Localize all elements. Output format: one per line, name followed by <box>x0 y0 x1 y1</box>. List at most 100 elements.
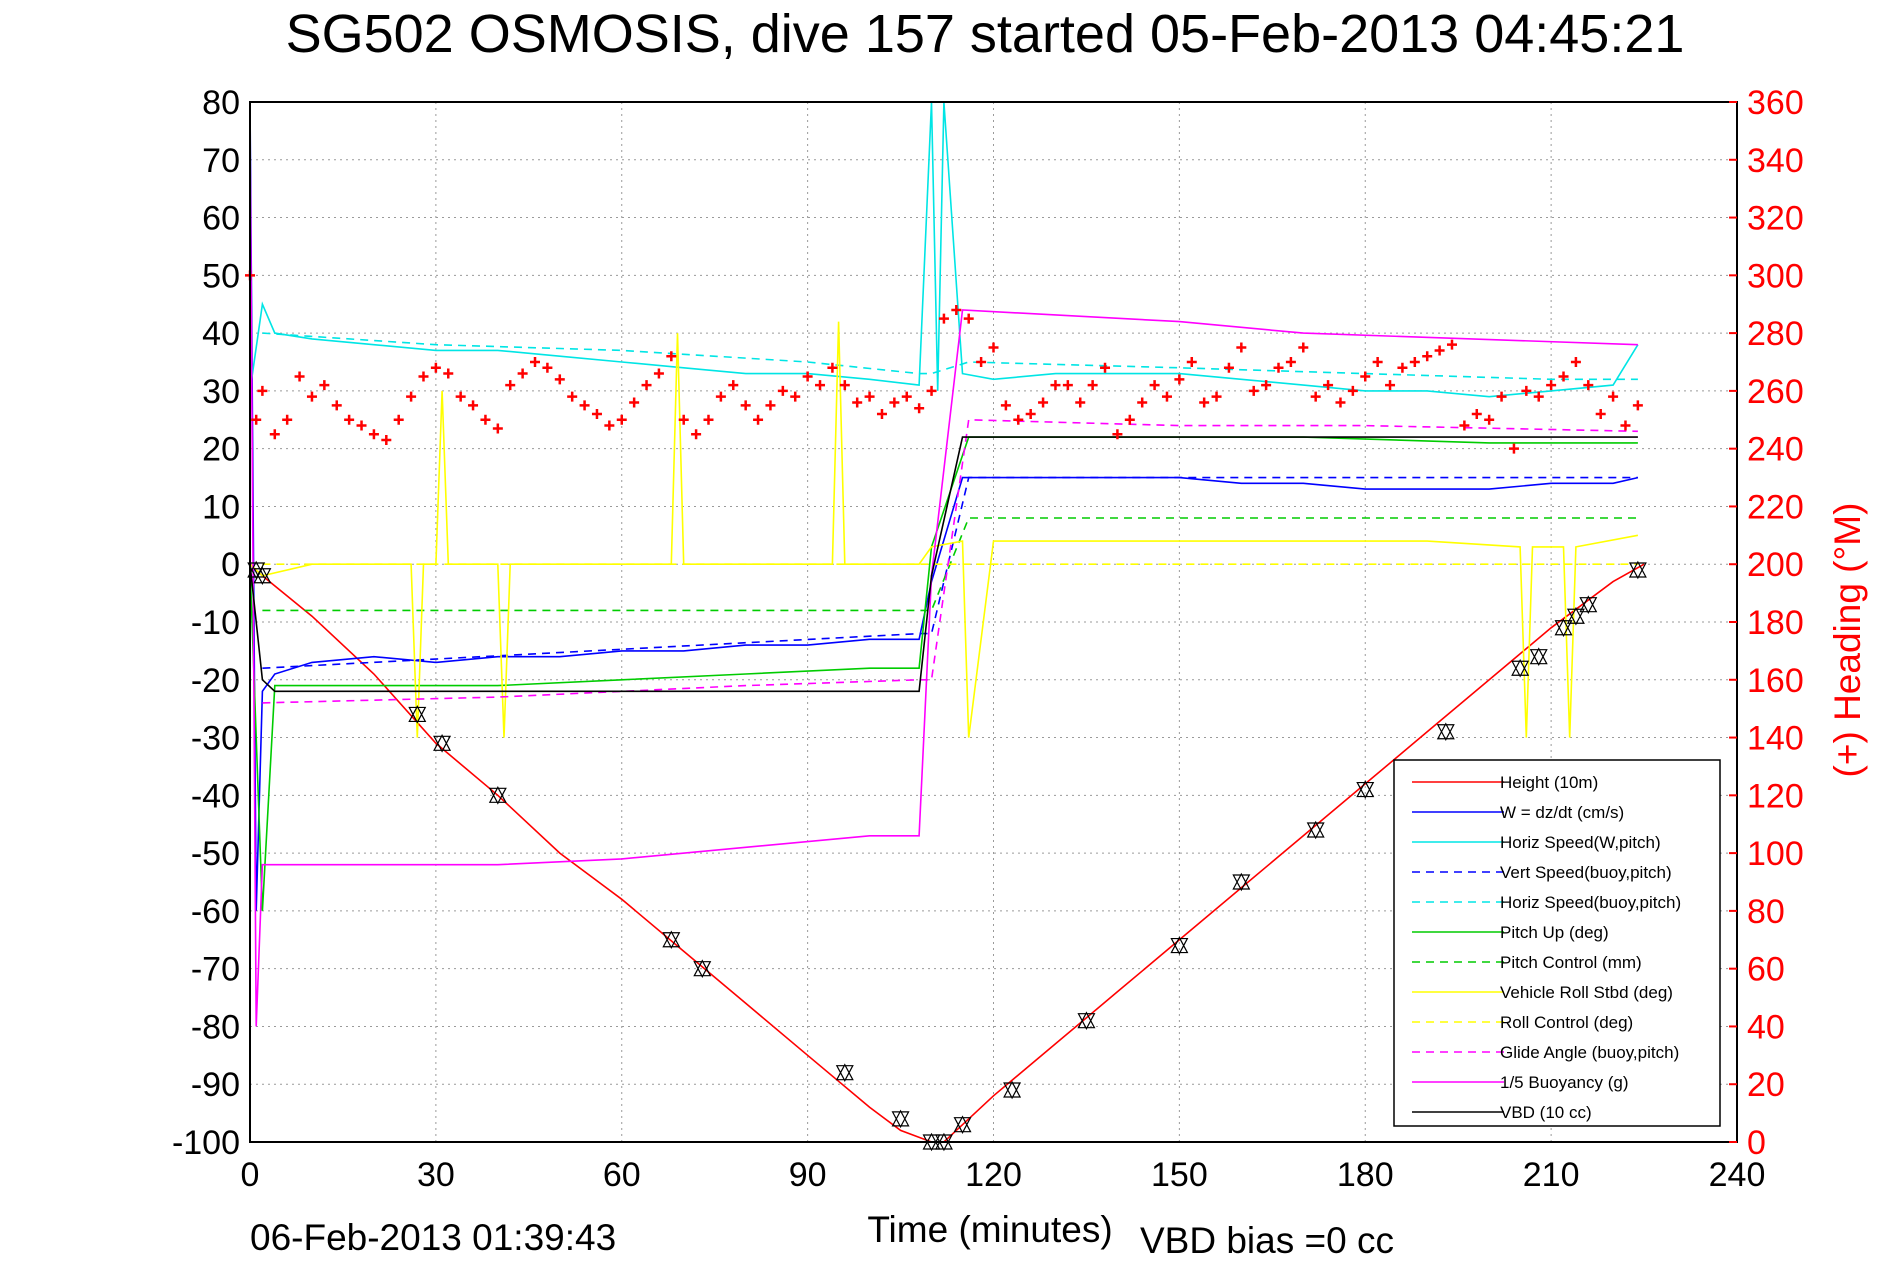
heading-marker <box>1248 385 1259 396</box>
legend-entry: Horiz Speed(buoy,pitch) <box>1500 893 1681 912</box>
heading-marker <box>393 414 404 425</box>
heading-marker <box>1484 414 1495 425</box>
series-line <box>249 101 1639 398</box>
heading-marker <box>251 414 262 425</box>
heading-marker <box>641 380 652 391</box>
legend-entry: Horiz Speed(W,pitch) <box>1500 833 1661 852</box>
heading-marker <box>1124 414 1135 425</box>
x-tick-label: 210 <box>1523 1156 1580 1194</box>
heading-marker <box>381 435 392 445</box>
heading-marker <box>1385 380 1396 391</box>
x-tick-label: 150 <box>1151 1156 1208 1194</box>
heading-marker <box>1174 374 1185 385</box>
dive-point-marker <box>1003 1080 1022 1100</box>
y-tick-label: 60 <box>202 200 240 238</box>
dive-point-marker <box>1566 606 1585 626</box>
heading-marker <box>1632 400 1643 411</box>
heading-marker <box>1285 357 1296 367</box>
heading-marker <box>492 423 503 434</box>
y2-tick-label: 200 <box>1747 546 1804 584</box>
y2-tick-label: 280 <box>1747 315 1804 353</box>
heading-marker <box>728 380 739 391</box>
y2-tick-label: 20 <box>1747 1066 1785 1104</box>
heading-marker <box>1236 342 1247 353</box>
y2-tick-label: 320 <box>1747 200 1804 238</box>
y-tick-label: -60 <box>191 893 240 931</box>
heading-marker <box>765 400 776 411</box>
heading-marker <box>604 420 615 431</box>
y2-tick-label: 40 <box>1747 1008 1785 1046</box>
heading-marker <box>1546 380 1557 391</box>
heading-marker <box>703 414 714 425</box>
x-tick-label: 0 <box>241 1156 260 1194</box>
y-tick-label: 80 <box>202 84 240 122</box>
dive-point-marker <box>1077 1011 1096 1030</box>
heading-marker <box>1595 409 1606 419</box>
y2-tick-label: 240 <box>1747 431 1804 469</box>
y-tick-label: -80 <box>191 1008 240 1046</box>
x-tick-label: 120 <box>965 1156 1022 1194</box>
dive-point-marker <box>253 566 272 586</box>
footer-date: 06-Feb-2013 01:39:43 <box>250 1217 616 1258</box>
heading-marker <box>802 371 813 382</box>
heading-marker <box>653 368 664 379</box>
heading-marker <box>1261 380 1272 391</box>
heading-marker <box>554 374 565 385</box>
y-tick-label: -100 <box>172 1124 240 1162</box>
y2-tick-label: 120 <box>1747 777 1804 815</box>
heading-marker <box>1533 391 1544 402</box>
dive-point-marker <box>693 959 712 978</box>
heading-marker <box>976 357 987 367</box>
heading-marker <box>889 397 900 408</box>
dive-point-marker <box>1356 780 1375 799</box>
heading-marker <box>1050 380 1061 391</box>
heading-marker <box>1496 391 1507 402</box>
heading-marker <box>753 414 764 425</box>
legend-entry: Height (10m) <box>1500 773 1598 792</box>
x-tick-label: 240 <box>1709 1156 1766 1194</box>
heading-marker <box>827 362 838 373</box>
dive-point-marker <box>1554 618 1573 638</box>
dive-point-marker <box>1436 722 1455 742</box>
dive-point-marker <box>835 1063 854 1082</box>
dive-point-marker <box>433 734 452 753</box>
series-line <box>249 436 1638 693</box>
heading-marker <box>715 391 726 402</box>
heading-marker <box>1608 391 1619 402</box>
heading-marker <box>294 371 305 382</box>
heading-marker <box>1471 409 1482 419</box>
series-line <box>262 332 1638 381</box>
dive-point-marker <box>1170 936 1189 955</box>
y2-axis-label: (+) Heading (°M) <box>1827 503 1868 778</box>
y2-tick-label: 100 <box>1747 835 1804 873</box>
dive-point-marker <box>488 786 507 805</box>
series-line <box>262 517 1638 612</box>
heading-marker <box>678 414 689 425</box>
y2-tick-label: 220 <box>1747 488 1804 526</box>
x-tick-labels: 0 30 60 90 120 150 180 210 240 <box>241 1156 1766 1194</box>
heading-marker <box>876 409 887 419</box>
heading-marker <box>1149 380 1160 391</box>
heading-marker <box>951 305 962 315</box>
heading-marker <box>1137 397 1148 408</box>
legend-entry: 1/5 Buoyancy (g) <box>1500 1073 1629 1092</box>
y2-tick-label: 160 <box>1747 662 1804 700</box>
series-line <box>262 476 1638 669</box>
y-tick-label: 40 <box>202 315 240 353</box>
heading-marker <box>517 368 528 379</box>
y-tick-labels: 80 70 60 50 40 30 20 10 0 -10 -20 -30 -40 -50 -60 -70 -8… <box>172 84 240 1162</box>
heading-marker <box>1360 371 1371 382</box>
y-tick-label: 50 <box>202 257 240 295</box>
dive-point-marker <box>1306 820 1325 840</box>
y2-tick-label: 140 <box>1747 720 1804 758</box>
heading-marker <box>443 368 454 379</box>
heading-marker <box>1347 385 1358 396</box>
heading-marker <box>629 397 640 408</box>
heading-marker <box>269 429 280 440</box>
chart-title: SG502 OSMOSIS, dive 157 started 05-Feb-2… <box>286 4 1685 64</box>
heading-marker <box>1434 345 1445 356</box>
heading-marker <box>1075 397 1086 408</box>
series-line <box>249 130 1638 1027</box>
heading-marker <box>852 397 863 408</box>
